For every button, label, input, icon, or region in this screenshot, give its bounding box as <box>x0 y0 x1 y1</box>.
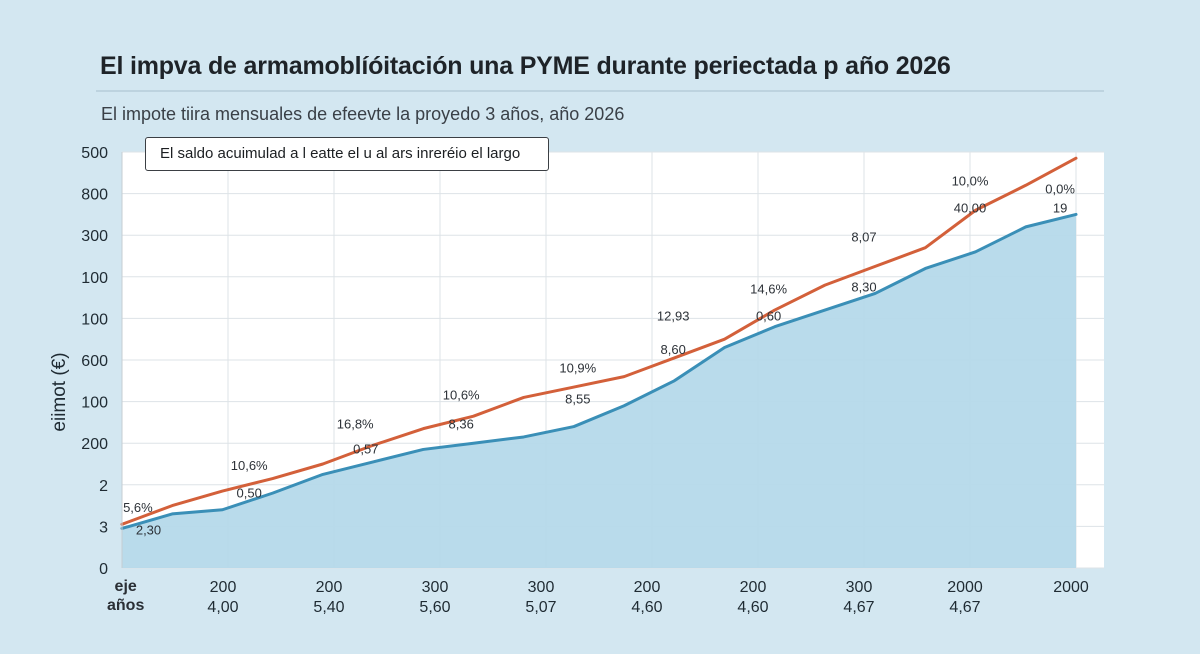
data-label: 8,07 <box>851 229 876 244</box>
x-tick-label: 2000 <box>947 579 983 596</box>
data-label: 14,6% <box>750 281 787 296</box>
x-axis-label-line2: años <box>107 597 145 614</box>
data-label: 8,60 <box>661 342 686 357</box>
series-line-orange <box>120 156 1078 526</box>
data-label: 8,55 <box>565 392 590 407</box>
data-label: 40,00 <box>954 200 987 215</box>
data-label: 16,8% <box>337 417 374 432</box>
series-line-blue <box>120 212 1078 530</box>
x-tick-label: 200 <box>210 579 237 596</box>
x-tick-label: 300 <box>846 579 873 596</box>
data-label: 10,6% <box>231 458 268 473</box>
chart-subtitle: El impote tiira mensuales de efeevte la … <box>101 104 625 124</box>
legend-box: El saldo acuimulad a l eatte el u al ars… <box>145 137 549 171</box>
x-tick-sublabel: 5,60 <box>419 599 450 616</box>
x-tick-sublabel: 4,60 <box>737 599 768 616</box>
data-label: 8,30 <box>851 279 876 294</box>
data-label: 2,30 <box>136 523 161 538</box>
x-tick-label: 300 <box>528 579 555 596</box>
x-tick-label: 200 <box>316 579 343 596</box>
data-label: 0,60 <box>756 308 781 323</box>
x-tick-sublabel: 4,00 <box>207 599 238 616</box>
x-tick-label: 300 <box>422 579 449 596</box>
x-tick-sublabel: 4,67 <box>949 599 980 616</box>
data-label: 10,0% <box>952 173 989 188</box>
y-tick-label: 0 <box>99 561 108 578</box>
data-label: 19 <box>1053 200 1067 215</box>
x-tick-label: 200 <box>634 579 661 596</box>
title-divider <box>96 90 1104 92</box>
chart-title: El impva de armamoblíóitación una PYME d… <box>100 52 951 80</box>
y-tick-label: 3 <box>99 519 108 536</box>
data-label: 10,6% <box>443 388 480 403</box>
data-label: 0,0% <box>1045 182 1075 197</box>
point-labels: 5,6% 2,30 10,6% 0,50 16,8% 0,57 10,6% 8,36 10,9%… <box>123 173 1075 537</box>
x-tick-label: 2000 <box>1053 579 1089 596</box>
data-label: 8,36 <box>449 417 474 432</box>
data-label: 12,93 <box>657 308 690 323</box>
y-tick-label: 800 <box>81 187 108 204</box>
series-lines <box>120 156 1078 530</box>
y-tick-label: 2 <box>99 478 108 495</box>
y-tick-label: 100 <box>81 395 108 412</box>
data-label: 0,57 <box>353 442 378 457</box>
x-tick-sublabel: 5,40 <box>313 599 344 616</box>
y-tick-label: 300 <box>81 228 108 245</box>
data-label: 10,9% <box>559 360 596 375</box>
blue-area <box>122 214 1076 568</box>
y-tick-label: 100 <box>81 311 108 328</box>
data-label: 0,50 <box>237 485 262 500</box>
y-tick-label: 500 <box>81 145 108 162</box>
y-tick-label: 200 <box>81 436 108 453</box>
area-fill <box>122 214 1076 568</box>
x-tick-sublabel: 4,60 <box>631 599 662 616</box>
x-tick-label: 200 <box>740 579 767 596</box>
x-tick-sublabel: 5,07 <box>525 599 556 616</box>
data-label: 5,6% <box>123 500 153 515</box>
y-axis-label: eiimot (€) <box>49 352 70 432</box>
axes: 0 3 2 200 100 600 100 100 300 800 500 200 4,00 200 5,4… <box>81 145 1089 616</box>
x-tick-sublabel: 4,67 <box>843 599 874 616</box>
y-tick-label: 100 <box>81 270 108 287</box>
x-axis-label-line1: eje <box>114 578 137 595</box>
y-tick-label: 600 <box>81 353 108 370</box>
x-axis-label: eje años <box>107 577 144 615</box>
